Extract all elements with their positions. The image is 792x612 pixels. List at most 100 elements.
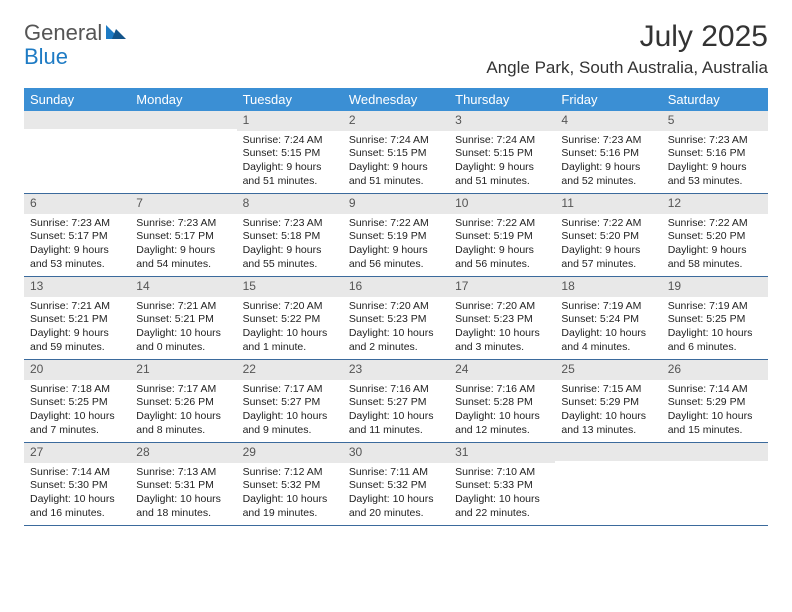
- daylight-line: Daylight: 10 hours and 1 minute.: [243, 327, 337, 354]
- daylight-line: Daylight: 10 hours and 22 minutes.: [455, 493, 549, 520]
- daylight-line: Daylight: 10 hours and 8 minutes.: [136, 410, 230, 437]
- day-details: Sunrise: 7:24 AMSunset: 5:15 PMDaylight:…: [237, 131, 343, 193]
- sunset-line: Sunset: 5:17 PM: [136, 230, 230, 244]
- day-cell: 26Sunrise: 7:14 AMSunset: 5:29 PMDayligh…: [662, 360, 768, 442]
- weeks-container: 1Sunrise: 7:24 AMSunset: 5:15 PMDaylight…: [24, 111, 768, 526]
- sunrise-line: Sunrise: 7:22 AM: [455, 217, 549, 231]
- day-cell: 12Sunrise: 7:22 AMSunset: 5:20 PMDayligh…: [662, 194, 768, 276]
- day-cell: 6Sunrise: 7:23 AMSunset: 5:17 PMDaylight…: [24, 194, 130, 276]
- sunrise-line: Sunrise: 7:23 AM: [243, 217, 337, 231]
- day-cell: 29Sunrise: 7:12 AMSunset: 5:32 PMDayligh…: [237, 443, 343, 525]
- day-details: Sunrise: 7:21 AMSunset: 5:21 PMDaylight:…: [24, 297, 130, 359]
- daylight-line: Daylight: 9 hours and 52 minutes.: [561, 161, 655, 188]
- day-header: Sunday: [24, 88, 130, 111]
- day-cell: 25Sunrise: 7:15 AMSunset: 5:29 PMDayligh…: [555, 360, 661, 442]
- daylight-line: Daylight: 9 hours and 55 minutes.: [243, 244, 337, 271]
- day-details: Sunrise: 7:16 AMSunset: 5:28 PMDaylight:…: [449, 380, 555, 442]
- sunrise-line: Sunrise: 7:15 AM: [561, 383, 655, 397]
- sunset-line: Sunset: 5:27 PM: [243, 396, 337, 410]
- date-number: 23: [343, 360, 449, 380]
- day-header: Wednesday: [343, 88, 449, 111]
- date-number: 25: [555, 360, 661, 380]
- sunrise-line: Sunrise: 7:20 AM: [243, 300, 337, 314]
- sunset-line: Sunset: 5:21 PM: [136, 313, 230, 327]
- date-number: 14: [130, 277, 236, 297]
- daylight-line: Daylight: 9 hours and 56 minutes.: [349, 244, 443, 271]
- sunset-line: Sunset: 5:15 PM: [455, 147, 549, 161]
- sunrise-line: Sunrise: 7:20 AM: [349, 300, 443, 314]
- day-details: Sunrise: 7:18 AMSunset: 5:25 PMDaylight:…: [24, 380, 130, 442]
- day-details: Sunrise: 7:21 AMSunset: 5:21 PMDaylight:…: [130, 297, 236, 359]
- date-number: 2: [343, 111, 449, 131]
- sunset-line: Sunset: 5:26 PM: [136, 396, 230, 410]
- day-details: Sunrise: 7:22 AMSunset: 5:19 PMDaylight:…: [343, 214, 449, 276]
- date-number: 5: [662, 111, 768, 131]
- date-number: 30: [343, 443, 449, 463]
- day-details: Sunrise: 7:11 AMSunset: 5:32 PMDaylight:…: [343, 463, 449, 525]
- sunset-line: Sunset: 5:16 PM: [668, 147, 762, 161]
- empty-cell: [24, 111, 130, 193]
- day-details: Sunrise: 7:22 AMSunset: 5:20 PMDaylight:…: [555, 214, 661, 276]
- day-cell: 3Sunrise: 7:24 AMSunset: 5:15 PMDaylight…: [449, 111, 555, 193]
- sunset-line: Sunset: 5:22 PM: [243, 313, 337, 327]
- day-cell: 30Sunrise: 7:11 AMSunset: 5:32 PMDayligh…: [343, 443, 449, 525]
- sunrise-line: Sunrise: 7:16 AM: [349, 383, 443, 397]
- date-number: 28: [130, 443, 236, 463]
- logo: General: [24, 20, 130, 46]
- sunset-line: Sunset: 5:25 PM: [668, 313, 762, 327]
- sunrise-line: Sunrise: 7:23 AM: [136, 217, 230, 231]
- day-details: Sunrise: 7:23 AMSunset: 5:17 PMDaylight:…: [24, 214, 130, 276]
- sunset-line: Sunset: 5:32 PM: [349, 479, 443, 493]
- date-number: 1: [237, 111, 343, 131]
- week-row: 20Sunrise: 7:18 AMSunset: 5:25 PMDayligh…: [24, 360, 768, 443]
- date-number: 4: [555, 111, 661, 131]
- sunset-line: Sunset: 5:15 PM: [243, 147, 337, 161]
- sunset-line: Sunset: 5:18 PM: [243, 230, 337, 244]
- daylight-line: Daylight: 9 hours and 51 minutes.: [243, 161, 337, 188]
- day-cell: 27Sunrise: 7:14 AMSunset: 5:30 PMDayligh…: [24, 443, 130, 525]
- date-number: 29: [237, 443, 343, 463]
- day-details: Sunrise: 7:22 AMSunset: 5:19 PMDaylight:…: [449, 214, 555, 276]
- sunrise-line: Sunrise: 7:14 AM: [30, 466, 124, 480]
- day-details: Sunrise: 7:14 AMSunset: 5:30 PMDaylight:…: [24, 463, 130, 525]
- daylight-line: Daylight: 9 hours and 53 minutes.: [30, 244, 124, 271]
- daylight-line: Daylight: 10 hours and 11 minutes.: [349, 410, 443, 437]
- daylight-line: Daylight: 10 hours and 0 minutes.: [136, 327, 230, 354]
- day-details: Sunrise: 7:24 AMSunset: 5:15 PMDaylight:…: [449, 131, 555, 193]
- location-text: Angle Park, South Australia, Australia: [486, 58, 768, 78]
- sunrise-line: Sunrise: 7:24 AM: [455, 134, 549, 148]
- day-cell: 15 Sunrise: 7:20 AMSunset: 5:22 PMDayligh…: [237, 277, 343, 359]
- day-cell: 24Sunrise: 7:16 AMSunset: 5:28 PMDayligh…: [449, 360, 555, 442]
- daylight-line: Daylight: 10 hours and 4 minutes.: [561, 327, 655, 354]
- daylight-line: Daylight: 10 hours and 18 minutes.: [136, 493, 230, 520]
- title-block: July 2025 Angle Park, South Australia, A…: [486, 20, 768, 78]
- day-cell: 7Sunrise: 7:23 AMSunset: 5:17 PMDaylight…: [130, 194, 236, 276]
- day-cell: 13Sunrise: 7:21 AMSunset: 5:21 PMDayligh…: [24, 277, 130, 359]
- daylight-line: Daylight: 9 hours and 51 minutes.: [455, 161, 549, 188]
- date-number: 15: [237, 277, 343, 297]
- sunset-line: Sunset: 5:19 PM: [349, 230, 443, 244]
- day-cell: 4Sunrise: 7:23 AMSunset: 5:16 PMDaylight…: [555, 111, 661, 193]
- day-header: Saturday: [662, 88, 768, 111]
- day-cell: 2Sunrise: 7:24 AMSunset: 5:15 PMDaylight…: [343, 111, 449, 193]
- sunset-line: Sunset: 5:21 PM: [30, 313, 124, 327]
- sunrise-line: Sunrise: 7:19 AM: [668, 300, 762, 314]
- daylight-line: Daylight: 10 hours and 19 minutes.: [243, 493, 337, 520]
- sunrise-line: Sunrise: 7:12 AM: [243, 466, 337, 480]
- date-number: 17: [449, 277, 555, 297]
- sunset-line: Sunset: 5:16 PM: [561, 147, 655, 161]
- day-details: Sunrise: 7:23 AMSunset: 5:18 PMDaylight:…: [237, 214, 343, 276]
- daylight-line: Daylight: 10 hours and 20 minutes.: [349, 493, 443, 520]
- sunrise-line: Sunrise: 7:22 AM: [668, 217, 762, 231]
- daylight-line: Daylight: 10 hours and 6 minutes.: [668, 327, 762, 354]
- daylight-line: Daylight: 9 hours and 54 minutes.: [136, 244, 230, 271]
- day-details: Sunrise: 7:19 AMSunset: 5:25 PMDaylight:…: [662, 297, 768, 359]
- date-number: [130, 111, 236, 129]
- date-number: 8: [237, 194, 343, 214]
- day-details: Sunrise: 7:10 AMSunset: 5:33 PMDaylight:…: [449, 463, 555, 525]
- sunrise-line: Sunrise: 7:23 AM: [30, 217, 124, 231]
- day-cell: 28Sunrise: 7:13 AMSunset: 5:31 PMDayligh…: [130, 443, 236, 525]
- daylight-line: Daylight: 9 hours and 58 minutes.: [668, 244, 762, 271]
- day-cell: 18Sunrise: 7:19 AMSunset: 5:24 PMDayligh…: [555, 277, 661, 359]
- day-details: Sunrise: 7:17 AMSunset: 5:27 PMDaylight:…: [237, 380, 343, 442]
